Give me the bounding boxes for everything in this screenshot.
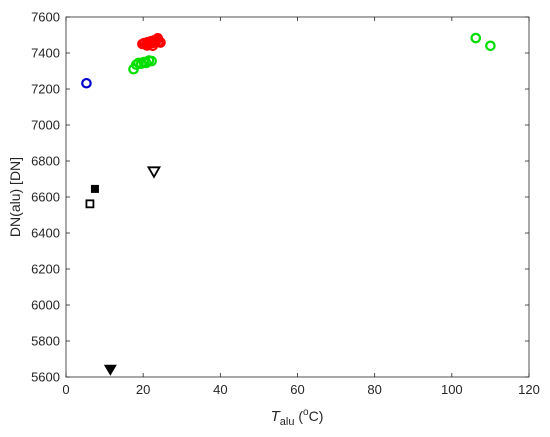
x-axis-title-superscript: o [303,407,309,418]
data-point-circle [152,32,164,44]
data-point-square-open [85,199,95,209]
axis-ticks: 0 20 40 60 80 100 120 5600 5800 6000 6200 6400 6600 6… [31,10,540,398]
y-tick-label: 6600 [31,190,60,205]
x-axis-title-suffix: C) [309,408,324,424]
x-axis-title-main: T [271,408,282,425]
x-tick-label: 0 [62,382,69,397]
y-tick-label: 5600 [31,370,60,385]
data-point-square-filled [90,184,99,193]
x-tick-label: 100 [441,382,463,397]
x-tick-label: 120 [518,382,540,397]
x-axis-title-subscript: alu [280,416,295,428]
y-tick-label: 5800 [31,334,60,349]
y-tick-label: 6200 [31,262,60,277]
data-markers [81,32,496,376]
x-tick-label: 60 [290,382,304,397]
y-tick-label: 7400 [31,46,60,61]
x-tick-label: 20 [136,382,150,397]
x-tick-label: 40 [213,382,227,397]
y-tick-label: 7000 [31,118,60,133]
data-point-circle [470,32,482,44]
y-axis-title: DN(alu) [DN] [7,157,23,237]
data-point-circle [81,77,92,89]
plot-area [65,16,530,378]
data-point-circle [485,40,496,52]
data-point-circle [141,40,153,51]
data-point-triangle-filled [103,364,117,376]
y-tick-label: 7600 [31,10,60,25]
y-tick-label: 7200 [31,82,60,97]
y-tick-label: 6000 [31,298,60,313]
data-point-triangle-open [146,166,162,179]
data-point-circle [146,55,157,67]
x-axis-title-prefix: ( [294,408,303,424]
x-tick-label: 80 [367,382,381,397]
y-tick-label: 6800 [31,154,60,169]
x-axis-title: Talu (oC) [271,407,324,428]
data-point-circle [147,40,159,52]
y-tick-label: 6400 [31,226,60,241]
